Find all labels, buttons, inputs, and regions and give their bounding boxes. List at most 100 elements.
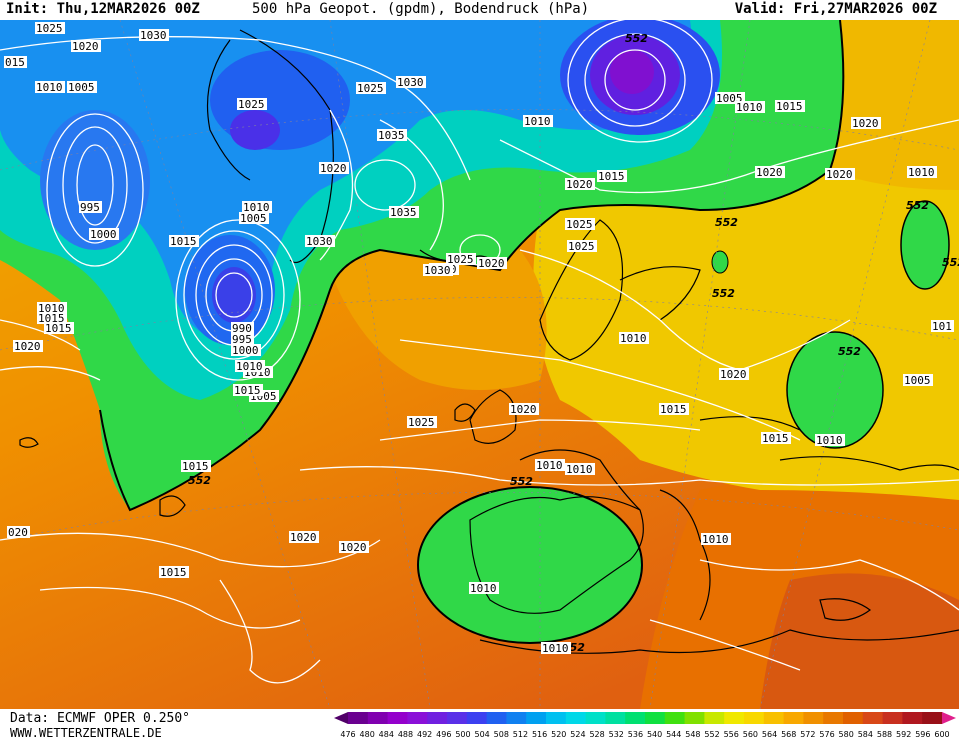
legend-swatch: [862, 712, 884, 724]
legend-tick-label: 532: [609, 730, 624, 739]
legend-tick-label: 536: [628, 730, 643, 739]
legend-swatch: [585, 712, 606, 724]
isobar-label-bg: [567, 240, 597, 252]
isobar-label-bg: [815, 434, 845, 446]
isobar-label-bg: [565, 218, 595, 230]
weather-map: 552 552 552 552 552 552 552 552 552 1025…: [0, 20, 959, 709]
legend-tick-label: 596: [915, 730, 930, 739]
legend-tick-label: 600: [934, 730, 949, 739]
website-label: WWW.WETTERZENTRALE.DE: [10, 726, 162, 740]
isobar-label-bg: [509, 403, 539, 415]
legend-swatch: [763, 712, 785, 724]
isobar-label-bg: [356, 82, 386, 94]
legend-swatch: [447, 712, 468, 724]
low-core-greenland-inner: [230, 110, 280, 150]
isobar-label: 1020: [72, 40, 99, 53]
isobar-label: 1025: [566, 218, 593, 231]
legend-tick-label: 540: [647, 730, 662, 739]
isobar-label: 1025: [447, 253, 474, 266]
isobar-label: 1000: [90, 228, 117, 241]
isobar-label-bg: [535, 459, 565, 471]
legend-swatch: [783, 712, 804, 724]
isobar-label-bg: [755, 166, 785, 178]
isobar-label-bg: [35, 81, 65, 93]
map-footer: Data: ECMWF OPER 0.250° WWW.WETTERZENTRA…: [0, 709, 959, 741]
isobar-label: 1025: [238, 98, 265, 111]
isobar-label-bg: [13, 340, 43, 352]
isobar-label: 1010: [566, 463, 593, 476]
legend-tick-label: 476: [340, 730, 355, 739]
legend-tick-label: 512: [513, 730, 528, 739]
isobar-label-bg: [242, 201, 272, 213]
legend-tick-label: 484: [379, 730, 394, 739]
legend-tick-label: 548: [685, 730, 700, 739]
isobar-label-bg: [231, 344, 261, 356]
color-scale-legend: 476 480 484 488 492 496 500 504 508 512 516 520 524 5…: [334, 712, 956, 739]
isobar-label-bg: [319, 162, 349, 174]
legend-tick-label: 584: [858, 730, 873, 739]
legend-swatch: [803, 712, 824, 724]
legend-tick-label: 592: [896, 730, 911, 739]
isobar-label-bg: [44, 322, 74, 334]
cutoff-low-east-europe: [786, 331, 884, 449]
legend-tick-label: 560: [743, 730, 758, 739]
isobar-label: 1020: [566, 178, 593, 191]
legend-tick-label: 508: [494, 730, 509, 739]
map-title: 500 hPa Geopot. (gpdm), Bodendruck (hPa): [252, 1, 590, 17]
legend-tick-label: 496: [436, 730, 451, 739]
isobar-label: 1010: [536, 459, 563, 472]
isobar-label-bg: [67, 81, 97, 93]
isobar-label: 1025: [408, 416, 435, 429]
geopotential-field-south-east-deep: [760, 573, 959, 709]
geopotential-label: 552: [906, 199, 929, 212]
isobar-label-bg: [339, 541, 369, 553]
isobar-label: 1020: [340, 541, 367, 554]
isobar-label-bg: [289, 531, 319, 543]
isobar-label: 015: [5, 56, 25, 69]
isobar-label: 1030: [397, 76, 424, 89]
legend-swatch: [645, 712, 666, 724]
isobar-label-bg: [761, 432, 791, 444]
isobar-label-bg: [719, 368, 749, 380]
legend-swatch: [605, 712, 626, 724]
legend-swatch: [664, 712, 686, 724]
map-header: Init: Thu,12MAR2026 00Z 500 hPa Geopot. …: [0, 0, 959, 20]
cutoff-low-iberia: [417, 486, 643, 644]
isobar-label-bg: [7, 526, 30, 538]
legend-swatch: [843, 712, 864, 724]
isobar-label-bg: [71, 40, 101, 52]
isobar-label-bg: [523, 115, 553, 127]
geopotential-label: 552: [712, 287, 735, 300]
legend-tick-label: 524: [570, 730, 585, 739]
isobar-label: 1015: [182, 460, 209, 473]
isobar-label-bg: [89, 228, 119, 240]
isobar-label-bg: [597, 170, 627, 182]
legend-tick-label: 504: [474, 730, 489, 739]
isobar-label-bg: [396, 76, 426, 88]
legend-swatch: [902, 712, 923, 724]
legend-swatch: [367, 712, 389, 724]
coast-iberia: [469, 496, 644, 614]
isobar-label-bg: [139, 29, 169, 41]
isobar-label: 1025: [36, 22, 63, 35]
geopotential-label: 552: [715, 216, 738, 229]
isobar-label-bg: [541, 642, 571, 654]
isobar-label: 1025: [357, 82, 384, 95]
isobar-label: 1030: [140, 29, 167, 42]
legend-swatch: [684, 712, 705, 724]
geopotential-label: 552: [625, 32, 648, 45]
isobar-label: 1020: [826, 168, 853, 181]
geopotential-label: 552: [510, 475, 533, 488]
isobar-label: 1010: [236, 360, 263, 373]
legend-swatch: [506, 712, 527, 724]
isobar-label: 1020: [852, 117, 879, 130]
isobar-label: 995: [232, 333, 252, 346]
cutoff-low-small: [711, 250, 729, 274]
isobar-label-bg: [701, 533, 731, 545]
isobar-label-bg: [735, 101, 765, 113]
isobar-label: 1015: [598, 170, 625, 183]
isobar-label-bg: [446, 253, 476, 265]
isobar-label-bg: [469, 582, 499, 594]
